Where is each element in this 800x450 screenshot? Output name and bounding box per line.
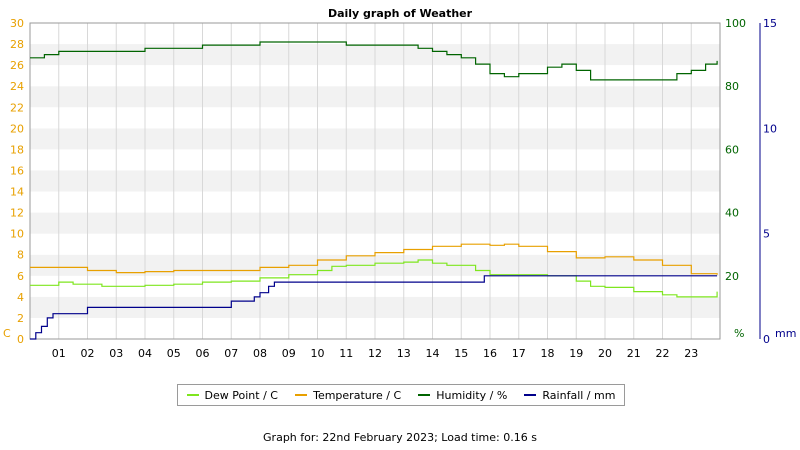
left-axis-tick-label: 18	[10, 143, 24, 156]
left-axis-tick-label: 8	[17, 249, 24, 262]
x-axis-tick-label: 18	[541, 347, 555, 360]
legend-item-temperature: Temperature / C	[295, 389, 401, 402]
legend-item-rainfall: Rainfall / mm	[524, 389, 615, 402]
rainfall-axis-unit: mm	[775, 327, 796, 340]
x-axis-tick-label: 16	[483, 347, 497, 360]
legend-label-dew-point: Dew Point / C	[204, 388, 278, 402]
x-axis-tick-label: 14	[426, 347, 440, 360]
humidity-axis-tick-label: 60	[725, 143, 739, 156]
series-line-rainfall	[30, 275, 718, 340]
x-axis-tick-label: 21	[627, 347, 641, 360]
series-layer	[30, 41, 718, 340]
humidity-axis-unit: %	[734, 327, 744, 340]
humidity-axis-tick-label: 40	[725, 207, 739, 220]
legend-label-temperature: Temperature / C	[313, 388, 402, 402]
x-axis-tick-label: 10	[311, 347, 325, 360]
series-line-dew	[30, 259, 718, 298]
series-line-temperature	[30, 243, 718, 275]
left-axis-tick-label: 16	[10, 164, 24, 177]
x-axis-tick-label: 15	[454, 347, 468, 360]
left-axis-tick-label: 22	[10, 101, 24, 114]
legend-label-humidity: Humidity / %	[436, 388, 508, 402]
x-axis-tick-label: 23	[684, 347, 698, 360]
left-axis-tick-label: 30	[10, 17, 24, 30]
legend-swatch-humidity	[418, 394, 431, 396]
legend: Dew Point / C Temperature / C Humidity /…	[177, 384, 625, 406]
rainfall-axis-tick-label: 10	[763, 122, 777, 135]
x-axis-tick-label: 20	[598, 347, 612, 360]
plot-frame	[29, 22, 721, 340]
footer-status: Graph for: 22nd February 2023; Load time…	[263, 431, 537, 444]
x-axis-tick-label: 08	[253, 347, 267, 360]
left-axis-tick-label: 12	[10, 207, 24, 220]
legend-item-humidity: Humidity / %	[418, 389, 507, 402]
legend-swatch-temperature	[295, 394, 308, 396]
x-axis-tick-label: 19	[569, 347, 583, 360]
rainfall-axis-tick-label: 0	[763, 333, 770, 346]
left-axis-tick-label: 4	[17, 291, 24, 304]
x-axis-tick-label: 03	[109, 347, 123, 360]
rainfall-axis-tick-label: 5	[763, 228, 770, 241]
x-axis-tick-label: 04	[138, 347, 152, 360]
left-axis-tick-label: 14	[10, 186, 24, 199]
x-axis-tick-label: 01	[52, 347, 66, 360]
x-axis-ticks: 01 02 03 04 05 06 07 08 09 10 11 12 13 14 15 16 17 18 19 20…	[52, 347, 699, 360]
humidity-axis-tick-label: 80	[725, 80, 739, 93]
chart-title: Daily graph of Weather	[328, 7, 473, 20]
left-axis-tick-label: 2	[17, 312, 24, 325]
x-axis-tick-label: 02	[81, 347, 95, 360]
x-axis-tick-label: 07	[224, 347, 238, 360]
legend-swatch-dew-point	[186, 394, 199, 396]
x-axis-tick-label: 13	[397, 347, 411, 360]
x-axis-tick-label: 11	[339, 347, 353, 360]
left-axis-tick-label: 0	[17, 333, 24, 346]
x-axis-tick-label: 17	[512, 347, 526, 360]
x-axis-tick-label: 09	[282, 347, 296, 360]
left-axis-tick-label: 10	[10, 228, 24, 241]
rainfall-axis-tick-label: 15	[763, 17, 777, 30]
x-axis-tick-label: 12	[368, 347, 382, 360]
left-axis-tick-label: 28	[10, 38, 24, 51]
left-axis-tick-label: 26	[10, 59, 24, 72]
legend-item-dew-point: Dew Point / C	[186, 388, 278, 402]
left-axis-tick-label: 20	[10, 122, 24, 135]
legend-swatch-rainfall	[524, 394, 537, 396]
rainfall-axis-ticks: 0 5 10 15	[759, 17, 777, 346]
x-axis-tick-label: 05	[167, 347, 181, 360]
series-line-humidity	[30, 41, 718, 81]
humidity-axis-tick-label: 100	[725, 17, 746, 30]
humidity-axis-tick-label: 20	[725, 270, 739, 283]
left-axis-unit: C	[3, 327, 11, 340]
left-axis-tick-label: 24	[10, 80, 24, 93]
x-axis-tick-label: 22	[656, 347, 670, 360]
legend-label-rainfall: Rainfall / mm	[542, 388, 616, 402]
x-axis-tick-label: 06	[196, 347, 210, 360]
humidity-axis-ticks: 20 40 60 80 100	[725, 17, 746, 283]
left-axis-tick-label: 6	[17, 270, 24, 283]
